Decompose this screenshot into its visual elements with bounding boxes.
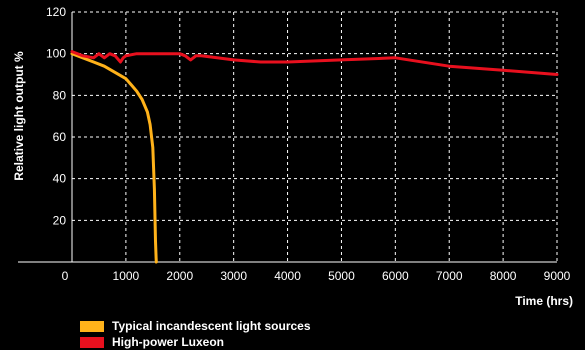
legend-label-incandescent: Typical incandescent light sources (112, 319, 311, 333)
x-tick-2000: 2000 (166, 269, 193, 283)
y-tick-20: 20 (53, 213, 67, 227)
series-line-0 (70, 52, 158, 264)
legend-label-luxeon: High-power Luxeon (112, 335, 224, 349)
y-axis-label: Relative light output % (12, 51, 26, 181)
grid-lines (72, 11, 558, 262)
legend-swatch-incandescent (80, 320, 104, 332)
x-tick-3000: 3000 (220, 269, 247, 283)
x-tick-7000: 7000 (436, 269, 463, 283)
x-tick-1000: 1000 (113, 269, 140, 283)
x-tick-5000: 5000 (328, 269, 355, 283)
y-tick-labels: 20 40 60 80 100 120 (46, 5, 66, 227)
origin-label: 0 (62, 269, 69, 283)
y-tick-120: 120 (46, 5, 66, 19)
x-tick-labels: 1000 2000 3000 4000 5000 6000 7000 8000 9000 (113, 269, 571, 283)
x-tick-4000: 4000 (274, 269, 301, 283)
x-axis-label: Time (hrs) (515, 294, 573, 308)
legend-swatch-luxeon (80, 336, 104, 348)
legend-item-incandescent: Typical incandescent light sources (80, 318, 311, 334)
x-tick-8000: 8000 (490, 269, 517, 283)
legend-item-luxeon: High-power Luxeon (80, 334, 311, 350)
legend: Typical incandescent light sources High-… (80, 318, 311, 350)
series-line-1 (70, 50, 559, 76)
series-lines (70, 50, 559, 264)
x-tick-6000: 6000 (382, 269, 409, 283)
x-tick-9000: 9000 (544, 269, 571, 283)
y-tick-40: 40 (53, 172, 67, 186)
y-tick-80: 80 (53, 88, 67, 102)
y-tick-60: 60 (53, 130, 67, 144)
y-tick-100: 100 (46, 47, 66, 61)
